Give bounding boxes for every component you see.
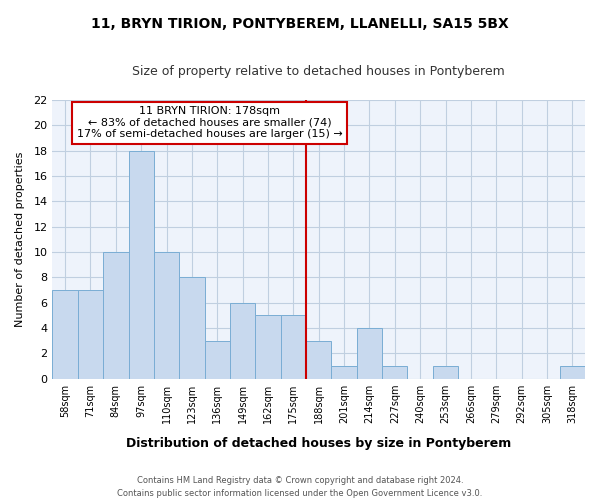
Bar	[205, 340, 230, 379]
Bar	[382, 366, 407, 379]
Title: Size of property relative to detached houses in Pontyberem: Size of property relative to detached ho…	[133, 65, 505, 78]
Bar	[433, 366, 458, 379]
Bar	[154, 252, 179, 379]
Y-axis label: Number of detached properties: Number of detached properties	[15, 152, 25, 327]
Text: 11 BRYN TIRION: 178sqm
← 83% of detached houses are smaller (74)
17% of semi-det: 11 BRYN TIRION: 178sqm ← 83% of detached…	[77, 106, 343, 140]
Bar	[256, 316, 281, 379]
X-axis label: Distribution of detached houses by size in Pontyberem: Distribution of detached houses by size …	[126, 437, 511, 450]
Bar	[306, 340, 331, 379]
Bar	[103, 252, 128, 379]
Bar	[357, 328, 382, 379]
Bar	[331, 366, 357, 379]
Bar	[52, 290, 78, 379]
Bar	[179, 278, 205, 379]
Bar	[281, 316, 306, 379]
Bar	[78, 290, 103, 379]
Bar	[230, 302, 256, 379]
Bar	[128, 150, 154, 379]
Text: Contains HM Land Registry data © Crown copyright and database right 2024.
Contai: Contains HM Land Registry data © Crown c…	[118, 476, 482, 498]
Text: 11, BRYN TIRION, PONTYBEREM, LLANELLI, SA15 5BX: 11, BRYN TIRION, PONTYBEREM, LLANELLI, S…	[91, 18, 509, 32]
Bar	[560, 366, 585, 379]
